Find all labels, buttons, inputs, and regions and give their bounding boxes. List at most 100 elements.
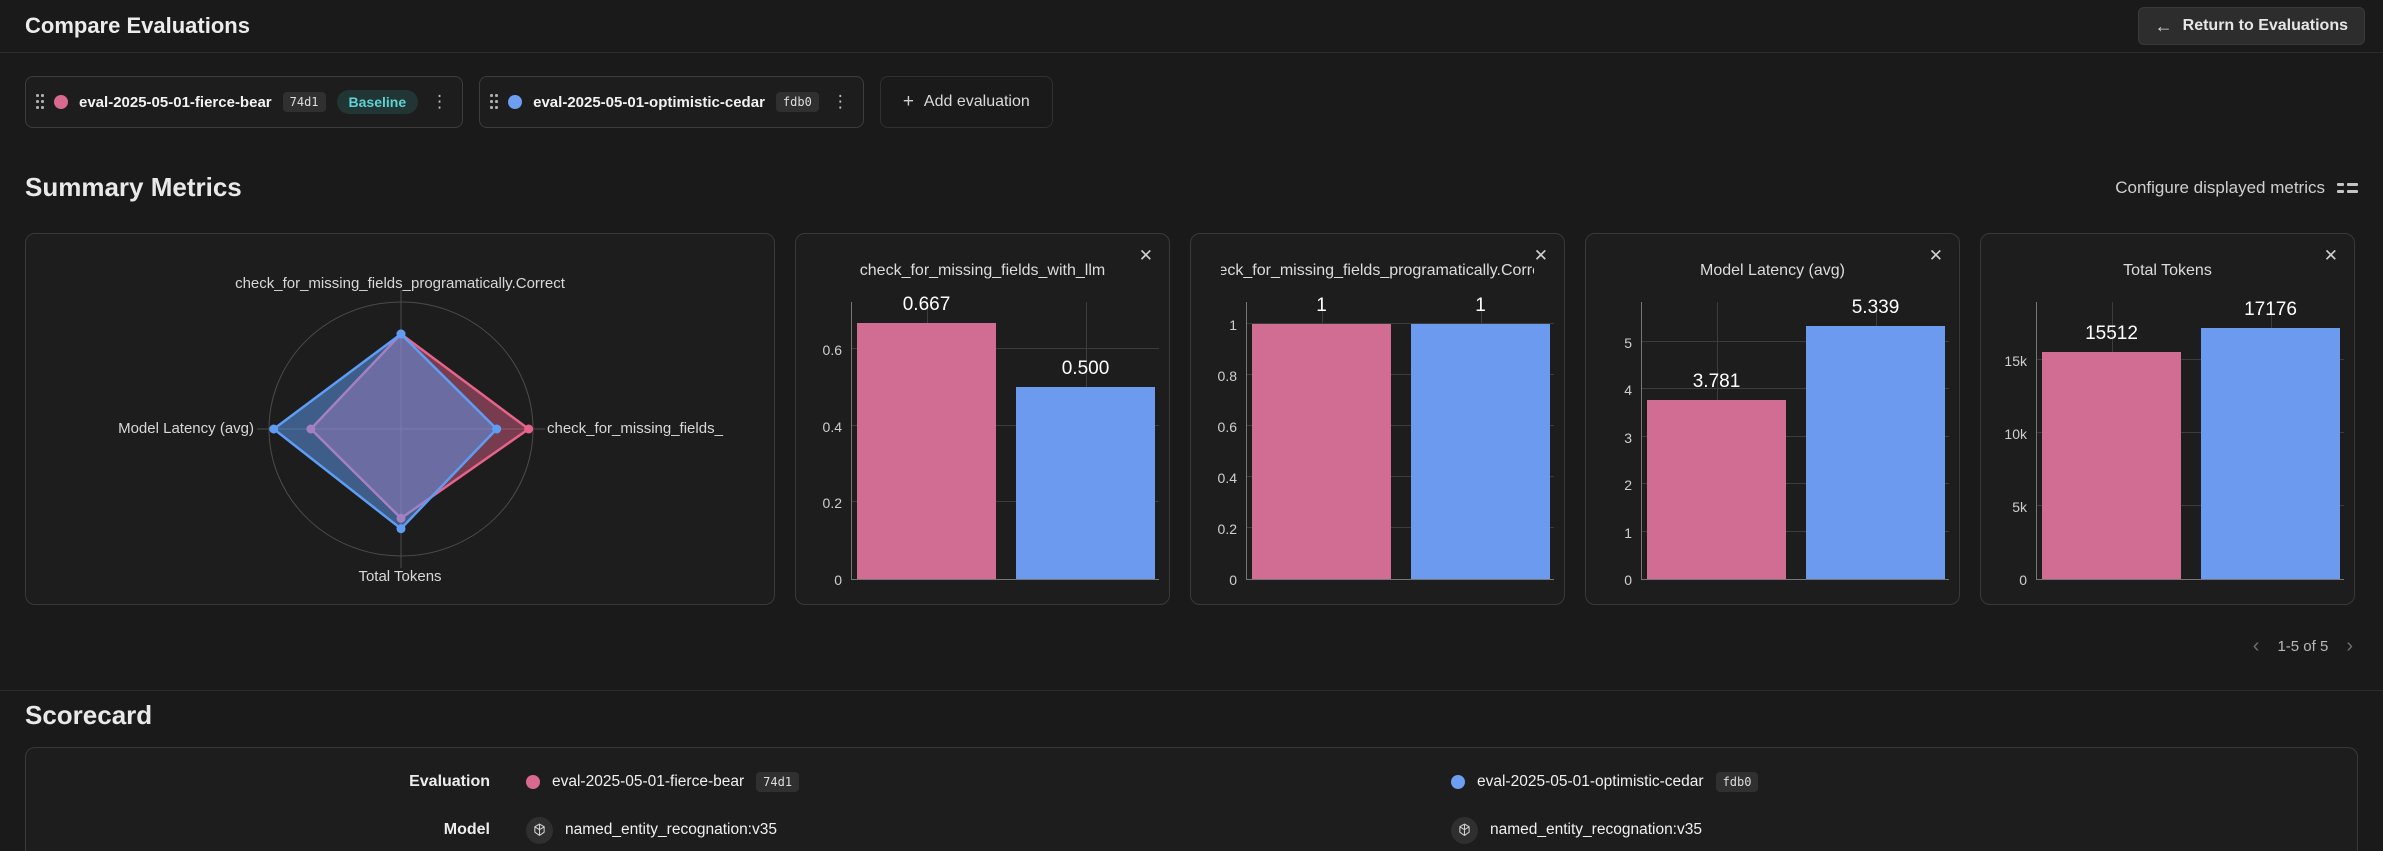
pagination-label: 1-5 of 5 bbox=[2277, 637, 2329, 655]
close-card-icon[interactable]: ✕ bbox=[1533, 246, 1548, 265]
page-title: Compare Evaluations bbox=[25, 13, 250, 38]
evaluation-name: eval-2025-05-01-optimistic-cedar bbox=[533, 93, 765, 111]
bar-value-label: 15512 bbox=[2085, 323, 2138, 345]
add-evaluation-button[interactable]: + Add evaluation bbox=[879, 76, 1053, 128]
evaluation-color-dot bbox=[526, 775, 540, 789]
y-axis-tick-label: 0 bbox=[1624, 572, 1632, 588]
bar-baseline bbox=[2042, 352, 2181, 579]
scorecard-row-evaluation: Evaluation eval-2025-05-01-fierce-bear 7… bbox=[26, 758, 2357, 806]
evaluation-hash-badge: 74d1 bbox=[282, 92, 326, 112]
evaluation-hash-badge: 74d1 bbox=[756, 772, 800, 792]
evaluation-name: eval-2025-05-01-optimistic-cedar bbox=[1477, 773, 1704, 790]
pagination-next-icon[interactable]: › bbox=[2346, 635, 2353, 657]
evaluation-chip-baseline[interactable]: eval-2025-05-01-fierce-bear 74d1 Baselin… bbox=[25, 76, 464, 128]
metric-card-model-latency: ✕ Model Latency (avg) 3.781 5.339 0 1 2 3 4 5 bbox=[1585, 233, 1960, 605]
y-axis-tick-label: 3 bbox=[1624, 429, 1632, 446]
y-axis-tick-label: 0.4 bbox=[822, 418, 842, 435]
y-axis-tick-label: 0 bbox=[2019, 572, 2027, 588]
close-card-icon[interactable]: ✕ bbox=[2323, 246, 2338, 265]
scorecard-divider bbox=[0, 690, 2383, 691]
bar-chart-plot: 0.667 0.500 bbox=[851, 294, 1159, 580]
metric-card-check-for-missing-fields-programatically: ✕check_for_missing_fields_programaticall… bbox=[1190, 233, 1565, 605]
evaluation-color-dot bbox=[54, 95, 68, 109]
evaluation-name: eval-2025-05-01-fierce-bear bbox=[79, 93, 272, 111]
configure-metrics-label: Configure displayed metrics bbox=[2115, 177, 2325, 197]
y-axis-tick-label: 0.6 bbox=[822, 341, 842, 358]
model-name: named_entity_recognation:v35 bbox=[565, 821, 777, 838]
chart-title: check_for_missing_fields_with_llm bbox=[859, 262, 1106, 279]
y-axis-tick-label: 2 bbox=[1624, 477, 1632, 494]
y-axis-tick-label: 15k bbox=[2004, 352, 2027, 369]
plus-icon: + bbox=[902, 91, 914, 112]
kebab-menu-icon[interactable]: ⋮ bbox=[431, 92, 449, 111]
y-axis-tick-label: 4 bbox=[1624, 382, 1632, 399]
model-cube-icon bbox=[526, 816, 553, 844]
scorecard-evaluation-value: eval-2025-05-01-optimistic-cedar fdb0 bbox=[1451, 772, 2357, 792]
bar-compare bbox=[2201, 327, 2340, 579]
evaluation-chip-compare[interactable]: eval-2025-05-01-optimistic-cedar fdb0 ⋮ bbox=[479, 76, 864, 128]
y-axis-tick-label: 10k bbox=[2004, 425, 2027, 442]
y-axis-tick-label: 1 bbox=[1624, 524, 1632, 541]
y-axis-tick-label: 1 bbox=[1229, 316, 1237, 333]
scorecard-evaluation-value: eval-2025-05-01-fierce-bear 74d1 bbox=[526, 772, 1451, 792]
y-axis-tick-label: 5 bbox=[1624, 334, 1632, 351]
metrics-pagination: ‹ 1-5 of 5 › bbox=[2253, 636, 2353, 656]
bar-value-label: 1 bbox=[1475, 294, 1486, 316]
drag-handle-icon[interactable] bbox=[36, 94, 43, 110]
close-card-icon[interactable]: ✕ bbox=[1138, 246, 1153, 265]
scorecard-panel: Evaluation eval-2025-05-01-fierce-bear 7… bbox=[25, 747, 2358, 851]
close-card-icon[interactable]: ✕ bbox=[1928, 246, 1943, 265]
radar-axis-label-top: check_for_missing_fields_programatically… bbox=[235, 275, 565, 292]
kebab-menu-icon[interactable]: ⋮ bbox=[831, 92, 849, 111]
return-to-evaluations-button[interactable]: ← Return to Evaluations bbox=[2137, 7, 2365, 45]
y-axis-tick-label: 0.8 bbox=[1217, 367, 1237, 384]
model-name: named_entity_recognation:v35 bbox=[1490, 821, 1702, 838]
baseline-badge: Baseline bbox=[336, 90, 419, 114]
return-button-label: Return to Evaluations bbox=[2182, 17, 2348, 34]
list-settings-icon bbox=[2337, 182, 2358, 193]
y-axis-tick-label: 0.4 bbox=[1217, 469, 1237, 486]
model-cube-icon bbox=[1451, 816, 1478, 844]
back-arrow-icon: ← bbox=[2154, 15, 2173, 36]
configure-displayed-metrics-button[interactable]: Configure displayed metrics bbox=[2115, 178, 2358, 198]
metric-card-total-tokens: ✕ Total Tokens 15512 17176 0 5k 10k 15k bbox=[1980, 233, 2355, 605]
pagination-prev-icon[interactable]: ‹ bbox=[2252, 635, 2260, 657]
bar-value-label: 3.781 bbox=[1692, 370, 1741, 392]
scorecard-row-model: Model named_entity_recognation:v35 named… bbox=[26, 806, 2357, 851]
radar-axis-label-right: check_for_missing_fields_ bbox=[547, 420, 723, 437]
bar-value-label: 17176 bbox=[2244, 298, 2297, 320]
evaluation-color-dot bbox=[1451, 775, 1465, 789]
y-axis-tick-label: 0.2 bbox=[1217, 520, 1237, 537]
bar-value-label: 0.500 bbox=[1061, 358, 1110, 380]
bar-baseline bbox=[1647, 399, 1786, 579]
scorecard-evaluation-label: Evaluation bbox=[409, 773, 490, 790]
add-evaluation-label: Add evaluation bbox=[923, 93, 1030, 110]
scorecard-title: Scorecard bbox=[25, 700, 153, 730]
radar-chart bbox=[257, 290, 545, 568]
chart-title: Model Latency (avg) bbox=[1700, 262, 1845, 279]
y-axis-tick-label: 0.2 bbox=[822, 495, 842, 512]
y-axis-tick-label: 0 bbox=[1229, 572, 1237, 588]
chart-title: Total Tokens bbox=[2123, 262, 2212, 279]
y-axis-tick-label: 0 bbox=[834, 572, 842, 588]
radar-axis-label-bottom: Total Tokens bbox=[358, 568, 442, 585]
bar-chart-plot: 3.781 5.339 bbox=[1641, 297, 1949, 580]
evaluation-hash-badge: fdb0 bbox=[1715, 772, 1759, 792]
top-header: Compare Evaluations ← Return to Evaluati… bbox=[0, 0, 2383, 53]
scorecard-model-value: named_entity_recognation:v35 bbox=[1451, 816, 2357, 844]
summary-metrics-title: Summary Metrics bbox=[25, 172, 242, 202]
y-axis-tick-label: 0.6 bbox=[1217, 418, 1237, 435]
bar-compare bbox=[1411, 323, 1550, 579]
chart-title: check_for_missing_fields_programatically… bbox=[1221, 262, 1534, 279]
scorecard-model-value: named_entity_recognation:v35 bbox=[526, 816, 1451, 844]
radar-chart-card: check_for_missing_fields_programatically… bbox=[25, 233, 775, 605]
bar-baseline bbox=[857, 323, 996, 579]
y-axis-tick-label: 5k bbox=[2012, 498, 2027, 515]
scorecard-model-label: Model bbox=[443, 821, 490, 838]
evaluation-chips-row: eval-2025-05-01-fierce-bear 74d1 Baselin… bbox=[25, 76, 1053, 128]
bar-value-label: 1 bbox=[1316, 294, 1327, 316]
drag-handle-icon[interactable] bbox=[490, 94, 497, 110]
bar-compare bbox=[1806, 325, 1945, 579]
bar-baseline bbox=[1252, 323, 1391, 579]
